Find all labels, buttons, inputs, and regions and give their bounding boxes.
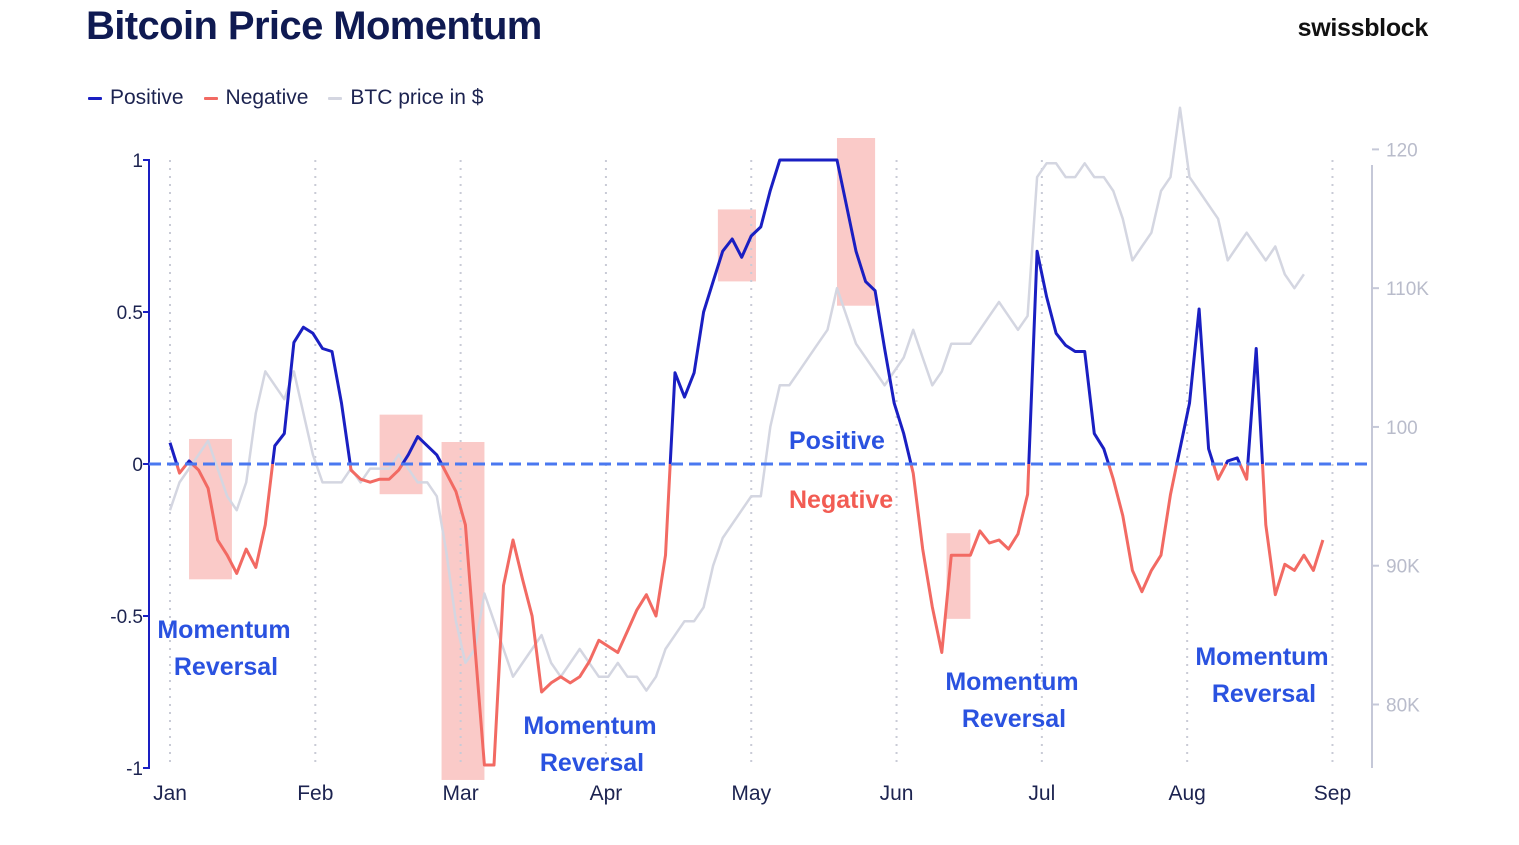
negative-band-label: Negative xyxy=(789,486,893,514)
negative-momentum-segment-12 xyxy=(1107,463,1179,594)
legend-item-positive[interactable]: Positive xyxy=(88,86,184,110)
momentum-reversal-annotation-3-line-2: Reversal xyxy=(962,705,1066,733)
positive-band-label: Positive xyxy=(789,427,885,455)
positive-momentum-segment-13 xyxy=(1175,307,1215,465)
x-tick-label-mar: Mar xyxy=(443,782,479,805)
right-tick-label: 100 xyxy=(1386,418,1418,439)
reversal-highlight-5 xyxy=(836,138,876,306)
positive-momentum-segment-1 xyxy=(168,442,179,465)
positive-momentum-segment-11 xyxy=(1027,249,1111,465)
momentum-reversal-annotation-1-line-1: Momentum xyxy=(157,616,290,644)
legend-swatch-price xyxy=(328,96,343,100)
x-tick-label-sep: Sep xyxy=(1314,782,1351,805)
left-tick-label: -0.5 xyxy=(110,607,143,628)
positive-momentum-segment-9 xyxy=(668,158,913,465)
left-tick-label: 0.5 xyxy=(117,303,143,324)
legend-item-negative[interactable]: Negative xyxy=(203,86,309,110)
left-tick-label: 1 xyxy=(132,151,143,172)
legend-swatch-negative xyxy=(203,96,218,100)
brand-logo: swissblock xyxy=(1297,14,1429,42)
right-tick-label: 80K xyxy=(1386,695,1420,716)
legend-swatch-positive xyxy=(88,96,102,100)
negative-momentum-segment-18 xyxy=(1261,463,1325,597)
left-tick-label: -1 xyxy=(126,759,143,780)
left-tick-label: 0 xyxy=(132,455,143,476)
negative-momentum-segment-4 xyxy=(191,462,275,575)
negative-momentum-segment-16 xyxy=(1238,463,1250,481)
negative-momentum-segment-6 xyxy=(348,463,404,484)
positive-momentum-segment-7 xyxy=(401,435,443,465)
right-tick-label: 90K xyxy=(1386,557,1420,578)
x-tick-label-jun: Jun xyxy=(880,782,914,805)
reversal-highlight-2 xyxy=(379,414,423,495)
positive-momentum-segment-17 xyxy=(1246,347,1264,465)
legend-label-negative: Negative xyxy=(225,86,309,109)
x-tick-label-apr: Apr xyxy=(590,782,623,805)
momentum-reversal-annotation-2-line-1: Momentum xyxy=(523,712,656,740)
negative-momentum-segment-8 xyxy=(440,463,672,767)
negative-momentum-segment-10 xyxy=(909,463,1031,654)
momentum-reversal-annotation-4-line-1: Momentum xyxy=(1195,643,1328,671)
legend-label-price: BTC price in $ xyxy=(350,86,484,109)
momentum-reversal-annotation-3-line-1: Momentum xyxy=(945,668,1078,696)
positive-momentum-segment-5 xyxy=(271,325,352,465)
legend-item-price[interactable]: BTC price in $ xyxy=(328,86,483,110)
legend-label-positive: Positive xyxy=(110,86,184,109)
x-tick-label-jan: Jan xyxy=(153,782,187,805)
positive-momentum-segment-15 xyxy=(1224,456,1242,465)
right-tick-label: 120 xyxy=(1386,140,1418,161)
x-tick-label-feb: Feb xyxy=(297,782,333,805)
chart-title: Bitcoin Price Momentum xyxy=(86,4,542,48)
negative-momentum-segment-14 xyxy=(1211,463,1228,481)
x-tick-label-aug: Aug xyxy=(1168,782,1205,805)
right-tick-label: 110K xyxy=(1386,279,1429,300)
momentum-reversal-annotation-2-line-2: Reversal xyxy=(540,749,644,777)
negative-momentum-segment-2 xyxy=(175,463,188,475)
momentum-reversal-annotation-1-line-2: Reversal xyxy=(174,653,278,681)
legend: Positive Negative BTC price in $ xyxy=(88,86,483,110)
momentum-reversal-annotation-4-line-2: Reversal xyxy=(1212,680,1316,708)
x-tick-label-may: May xyxy=(731,782,771,805)
x-tick-label-jul: Jul xyxy=(1028,782,1055,805)
btc-price-line xyxy=(168,106,1305,692)
reversal-highlight-3 xyxy=(441,442,485,780)
